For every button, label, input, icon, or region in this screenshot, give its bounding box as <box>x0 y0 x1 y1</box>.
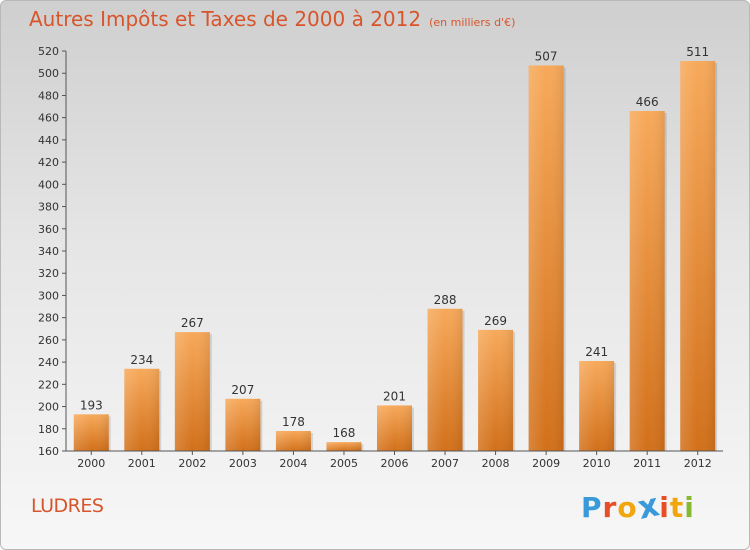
chart-title: Autres Impôts et Taxes de 2000 à 2012 (en… <box>29 7 515 31</box>
x-tick-label-2009: 2009 <box>532 457 560 470</box>
data-labels: 193 234 267 207 178 168 201 288 269 507 241 466 511 <box>80 45 709 440</box>
chart-subtitle: (en milliers d'€) <box>429 16 516 29</box>
data-label-2010: 241 <box>585 345 608 359</box>
bar-highlight <box>225 398 261 451</box>
bar-highlight <box>680 61 716 451</box>
bar-highlight <box>427 308 463 451</box>
data-label-2003: 207 <box>231 383 254 397</box>
x-tick-label-2006: 2006 <box>381 457 409 470</box>
logo-letter: i <box>659 491 670 524</box>
bar-highlight <box>73 414 109 451</box>
bar-highlight <box>326 442 362 451</box>
bar-highlight <box>275 431 311 451</box>
logo-letter: t <box>669 491 685 524</box>
data-label-2008: 269 <box>484 314 507 328</box>
logo-letter: P <box>581 491 603 524</box>
y-tick-label: 400 <box>38 178 59 191</box>
bar-highlight <box>528 65 564 451</box>
x-tick-label-2008: 2008 <box>482 457 510 470</box>
y-tick-label: 480 <box>38 89 59 102</box>
data-label-2005: 168 <box>333 426 356 440</box>
y-tick-label: 300 <box>38 289 59 302</box>
bar-highlight <box>124 368 160 451</box>
x-tick-label-2011: 2011 <box>633 457 661 470</box>
x-tick-label-2003: 2003 <box>229 457 257 470</box>
bar-highlight <box>377 405 412 451</box>
bar-highlight <box>629 111 665 451</box>
proxiti-logo[interactable]: Proxiti <box>581 485 695 527</box>
data-label-2000: 193 <box>80 398 103 412</box>
x-tick-label-2004: 2004 <box>279 457 307 470</box>
x-axis: 2000 2001 2002 2003 2004 2005 2006 2007 2008 2009… <box>66 450 723 470</box>
data-label-2004: 178 <box>282 415 305 429</box>
y-tick-label: 200 <box>38 401 59 414</box>
data-label-2007: 288 <box>434 293 457 307</box>
x-tick-label-2001: 2001 <box>128 457 156 470</box>
y-tick-label: 320 <box>38 267 59 280</box>
bar-highlight <box>174 332 210 451</box>
y-tick-label: 180 <box>38 423 59 436</box>
y-tick-label: 380 <box>38 201 59 214</box>
x-tick-label-2002: 2002 <box>178 457 206 470</box>
y-tick-label: 460 <box>38 112 59 125</box>
y-tick-label: 280 <box>38 312 59 325</box>
x-tick-label-2012: 2012 <box>684 457 712 470</box>
x-tick-label-2010: 2010 <box>583 457 611 470</box>
y-tick-label: 220 <box>38 378 59 391</box>
bars <box>73 61 718 451</box>
data-label-2012: 511 <box>686 45 709 59</box>
data-label-2001: 234 <box>130 353 153 367</box>
data-label-2006: 201 <box>383 389 406 403</box>
y-tick-label: 240 <box>38 356 59 369</box>
data-label-2009: 507 <box>535 49 558 63</box>
x-tick-label-2007: 2007 <box>431 457 459 470</box>
logo-letter: i <box>684 491 695 524</box>
x-tick-label-2005: 2005 <box>330 457 358 470</box>
y-tick-label: 520 <box>38 45 59 58</box>
y-tick-label: 440 <box>38 134 59 147</box>
x-tick-label-2000: 2000 <box>77 457 105 470</box>
data-label-2011: 466 <box>636 95 659 109</box>
y-tick-label: 500 <box>38 67 59 80</box>
logo-letter: o <box>617 491 638 524</box>
y-tick-label: 260 <box>38 334 59 347</box>
data-label-2002: 267 <box>181 316 204 330</box>
logo-letter: r <box>602 491 618 524</box>
bar-highlight <box>579 361 615 451</box>
chart-title-text: Autres Impôts et Taxes de 2000 à 2012 <box>29 7 422 31</box>
city-name: LUDRES <box>31 495 104 517</box>
y-tick-label: 160 <box>38 445 59 458</box>
y-axis: 160 180 200 220 240 260 280 300 320 340 360 380 400 4… <box>38 45 67 458</box>
y-tick-label: 340 <box>38 245 59 258</box>
bar-highlight <box>478 329 514 451</box>
y-tick-label: 420 <box>38 156 59 169</box>
y-tick-label: 360 <box>38 223 59 236</box>
